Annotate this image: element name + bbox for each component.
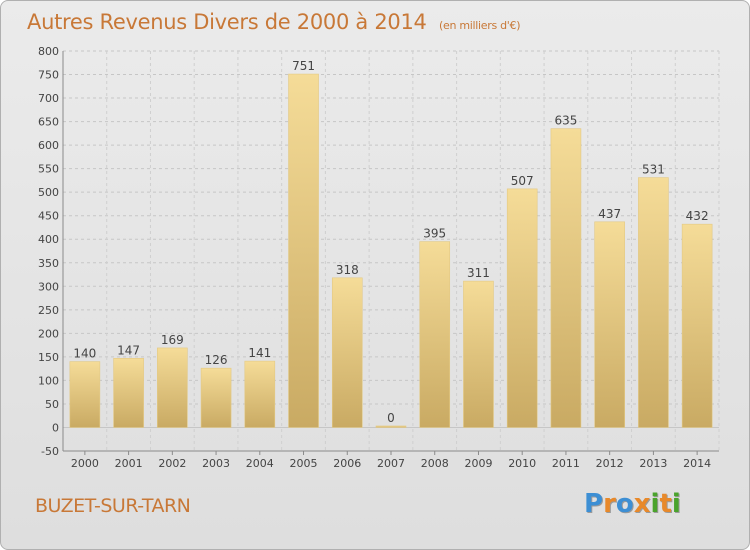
bar-2011 [550, 128, 582, 428]
x-tick-label: 2005 [290, 457, 318, 470]
data-label-2005: 751 [292, 59, 315, 73]
x-tick-label: 2007 [377, 457, 405, 470]
x-tick-label: 2003 [202, 457, 230, 470]
bar-2002 [157, 347, 188, 428]
x-tick-label: 2009 [464, 457, 492, 470]
data-labels: 140 147 169 126 141 751 318 0 395 311 507 635 437 531… [73, 59, 708, 425]
logo-letter: P [584, 489, 604, 519]
bar-2005 [288, 73, 319, 428]
y-tick-label: 650 [38, 116, 59, 129]
y-tick-label: 550 [38, 163, 59, 176]
axes: -50 0 50 100 150 200 250 300 350 400 450 500 550 600 6… [38, 45, 719, 470]
y-tick-label: 100 [38, 374, 59, 387]
chart-title-block: Autres Revenus Divers de 2000 à 2014 (en… [27, 10, 520, 34]
y-tick-label: 200 [38, 327, 59, 340]
x-tick-label: 2013 [639, 457, 667, 470]
data-label-2009: 311 [467, 266, 490, 280]
data-label-2014: 432 [686, 209, 709, 223]
data-label-2004: 141 [248, 346, 271, 360]
logo-letter: i [671, 489, 681, 519]
x-tick-label: 2008 [421, 457, 449, 470]
logo-letter: r [603, 489, 616, 519]
y-tick-label: 600 [38, 139, 59, 152]
y-tick-label: -50 [41, 445, 59, 458]
bar-2001 [113, 357, 144, 428]
logo-letter: t [659, 489, 672, 519]
bar-2000 [69, 361, 101, 428]
x-tick-label: 2004 [246, 457, 274, 470]
data-label-2011: 635 [554, 114, 577, 128]
x-tick-label: 2000 [71, 457, 99, 470]
bars [69, 73, 713, 428]
location-name: BUZET-SUR-TARN [35, 495, 191, 517]
x-tick-label: 2012 [596, 457, 624, 470]
y-tick-label: 700 [38, 92, 59, 105]
y-tick-label: 400 [38, 233, 59, 246]
bar-2004 [244, 360, 276, 428]
bar-2009 [463, 280, 494, 428]
chart-title: Autres Revenus Divers de 2000 à 2014 [27, 10, 427, 34]
data-label-2006: 318 [336, 263, 359, 277]
data-label-2002: 169 [161, 333, 184, 347]
y-tick-label: 450 [38, 210, 59, 223]
data-label-2013: 531 [642, 163, 665, 177]
bar-2012 [594, 221, 625, 428]
y-tick-label: 150 [38, 351, 59, 364]
bar-2008 [419, 241, 451, 428]
y-tick-label: 800 [38, 45, 59, 58]
bar-2013 [638, 177, 669, 428]
y-tick-label: 250 [38, 304, 59, 317]
data-label-2001: 147 [117, 343, 140, 357]
chart-subtitle: (en milliers d'€) [439, 19, 521, 32]
x-tick-label: 2011 [552, 457, 580, 470]
y-tick-label: 750 [38, 69, 59, 82]
logo-letter: i [650, 489, 660, 519]
bar-2003 [200, 367, 232, 428]
logo-letter: x [633, 489, 651, 519]
data-label-2008: 395 [423, 227, 446, 241]
data-label-2012: 437 [598, 207, 621, 221]
bar-2010 [506, 188, 538, 428]
y-tick-label: 300 [38, 280, 59, 293]
y-tick-label: 0 [52, 421, 59, 434]
bar-2014 [681, 223, 713, 428]
y-tick-label: 50 [45, 398, 59, 411]
data-label-2007: 0 [387, 411, 395, 425]
y-tick-label: 350 [38, 257, 59, 270]
bar-2007 [375, 425, 407, 428]
proxiti-logo[interactable]: Proxiti [584, 489, 681, 519]
x-tick-label: 2010 [508, 457, 536, 470]
x-tick-label: 2002 [158, 457, 186, 470]
x-tick-label: 2001 [115, 457, 143, 470]
data-label-2010: 507 [511, 174, 534, 188]
logo-letter: o [615, 489, 634, 519]
y-tick-label: 500 [38, 186, 59, 199]
data-label-2003: 126 [205, 353, 228, 367]
x-tick-label: 2014 [683, 457, 711, 470]
bar-2006 [331, 277, 363, 428]
x-tick-label: 2006 [333, 457, 361, 470]
data-label-2000: 140 [73, 347, 96, 361]
